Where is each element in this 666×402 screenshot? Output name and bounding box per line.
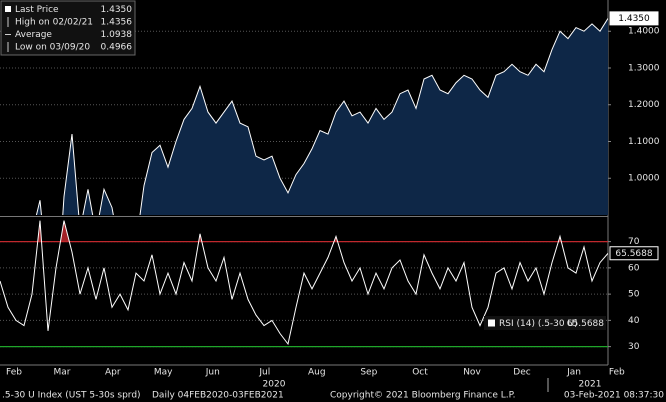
legend-swatch: [5, 6, 11, 12]
area-fill: [0, 18, 608, 215]
x-tick-label: Apr: [105, 368, 121, 378]
y-tick-label: 1.3000: [628, 63, 660, 73]
x-tick-label: Jul: [258, 368, 270, 378]
x-tick-label: Feb: [6, 368, 22, 378]
year-label: 2020: [263, 380, 286, 390]
legend-label: Low on 03/09/20: [15, 43, 90, 53]
year-label: 2021: [579, 380, 602, 390]
y-tick-label: 1.1000: [628, 137, 660, 147]
footer-timestamp: 03-Feb-2021 08:37:30: [564, 391, 664, 401]
rsi-legend-label: RSI (14) (.5-30 U): [499, 319, 578, 329]
x-tick-label: Aug: [308, 368, 326, 378]
x-tick-label: Mar: [54, 368, 71, 378]
y-tick-label: 30: [628, 342, 640, 352]
y-tick-label: 1.4000: [628, 27, 660, 37]
y-tick-label: 1.2000: [628, 100, 660, 110]
x-tick-label: May: [154, 368, 173, 378]
plot-layer: 1.0000 1.1000 1.2000 1.3000 1.4000 1.4350 30 40…: [0, 11, 660, 390]
last-value-label: 65.5688: [615, 249, 652, 259]
rsi-legend-swatch: [488, 319, 495, 327]
legend-value: 1.4350: [101, 5, 133, 15]
x-tick-label: Sep: [360, 368, 377, 378]
footer-index: .5-30 U Index (UST 5-30s sprd): [2, 391, 141, 401]
y-tick-label: 1.0000: [628, 174, 660, 184]
y-tick-label: 40: [628, 316, 640, 326]
x-tick-label: Dec: [513, 368, 530, 378]
legend-label: Last Price: [15, 5, 59, 15]
footer-copyright: Copyright© 2021 Bloomberg Finance L.P.: [330, 391, 515, 401]
rsi-line: [0, 220, 608, 346]
footer-range: Daily 04FEB2020-03FEB2021: [152, 391, 284, 401]
rsi-legend-value: 65.5688: [567, 319, 604, 329]
price-line: [35, 18, 608, 215]
last-value-label: 1.4350: [618, 14, 650, 24]
legend-label: High on 02/02/21: [15, 18, 93, 28]
rsi-legend-box: [484, 316, 606, 330]
last-value-box: [609, 246, 659, 261]
x-tick-label: Oct: [412, 368, 428, 378]
x-tick-label: Nov: [463, 368, 481, 378]
legend-value: 0.4966: [101, 43, 133, 53]
x-tick-label: Feb: [609, 368, 625, 378]
last-value-box: [609, 11, 659, 26]
y-tick-label: 50: [628, 290, 640, 300]
y-tick-label: 60: [628, 263, 640, 273]
x-tick-label: Jan: [566, 368, 581, 378]
legend-value: 1.4356: [101, 18, 133, 28]
x-tick-label: Jun: [205, 368, 220, 378]
legend-value: 1.0938: [101, 30, 133, 40]
legend-label: Average: [15, 30, 52, 40]
legend-box: [0, 0, 136, 56]
y-tick-label: 70: [628, 237, 640, 247]
